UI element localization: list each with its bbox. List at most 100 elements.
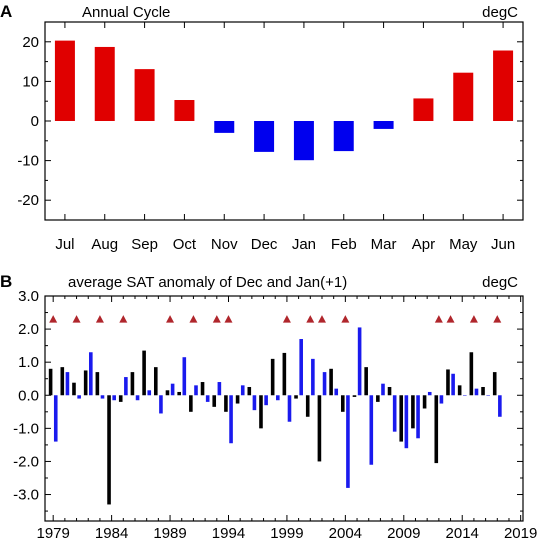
panel-a-title: Annual Cycle xyxy=(82,4,170,21)
triangle-marker-1993 xyxy=(212,315,221,323)
bar-blue-1988 xyxy=(159,395,163,414)
bar-black-1979 xyxy=(48,368,53,396)
bar-black-2015 xyxy=(469,352,474,396)
x-tick-label: Feb xyxy=(331,236,357,253)
y-tick-label: -3.0 xyxy=(13,487,39,504)
x-tick-label: Oct xyxy=(173,236,197,253)
x-tick-label: Sep xyxy=(131,236,158,253)
panel-b-letter: B xyxy=(0,272,12,291)
bar-blue-1991 xyxy=(194,385,198,396)
x-tick-label: 1984 xyxy=(95,525,128,540)
triangle-marker-1989 xyxy=(166,315,175,323)
bar-black-1988 xyxy=(153,367,158,396)
bar-blue-2011 xyxy=(427,391,432,396)
y-tick-label: 20 xyxy=(22,34,39,51)
bar-blue-2012 xyxy=(439,395,444,404)
bar-black-1986 xyxy=(130,372,135,396)
y-tick-label: 2.0 xyxy=(18,321,39,338)
x-tick-label: 2004 xyxy=(329,525,362,540)
x-tick-label: 1994 xyxy=(212,525,245,540)
triangle-marker-2001 xyxy=(306,315,315,323)
bar-black-1980 xyxy=(60,367,65,396)
x-tick-label: 1979 xyxy=(36,525,69,540)
bar-blue-1992 xyxy=(205,395,210,402)
x-tick-label: May xyxy=(449,236,478,253)
bar-blue-2016 xyxy=(486,395,490,396)
y-tick-label: -10 xyxy=(17,153,39,170)
triangle-marker-2017 xyxy=(493,315,502,323)
y-tick-label: 0.0 xyxy=(18,387,39,404)
panel-a-frame xyxy=(44,21,524,221)
bar-blue-2001 xyxy=(311,358,315,396)
bar-blue-1985 xyxy=(124,377,128,396)
x-tick-label: 2019 xyxy=(504,525,537,540)
bar-black-2001 xyxy=(305,395,310,417)
bar-blue-2015 xyxy=(474,388,479,396)
bar-black-1990 xyxy=(177,391,181,396)
bar-blue-2014 xyxy=(462,395,467,396)
bar-black-2007 xyxy=(376,395,380,402)
bar-may xyxy=(453,72,474,121)
bar-black-2011 xyxy=(422,395,427,409)
triangle-marker-1979 xyxy=(49,315,58,323)
bar-aug xyxy=(94,46,115,121)
bar-black-2008 xyxy=(387,386,392,396)
bar-black-2003 xyxy=(329,368,333,396)
bar-black-2017 xyxy=(492,372,497,396)
bar-jun xyxy=(493,50,514,121)
panel-b-title: average SAT anomaly of Dec and Jan(+1) xyxy=(68,274,347,291)
bar-black-1997 xyxy=(259,395,263,429)
x-tick-label: Dec xyxy=(251,236,278,253)
bar-blue-1989 xyxy=(170,383,175,396)
bar-blue-2007 xyxy=(381,383,385,396)
bar-feb xyxy=(333,121,354,152)
bar-sep xyxy=(134,69,155,121)
triangle-marker-2012 xyxy=(434,315,443,323)
x-tick-label: Mar xyxy=(371,236,397,253)
bar-black-2016 xyxy=(481,386,485,396)
bar-blue-1995 xyxy=(240,385,245,396)
panel-b-units: degC xyxy=(482,274,518,291)
bar-blue-2009 xyxy=(404,395,409,449)
bar-black-1987 xyxy=(142,350,146,396)
bar-blue-1982 xyxy=(89,352,93,396)
bar-jan xyxy=(293,121,314,161)
bar-jul xyxy=(54,40,75,121)
bar-black-2006 xyxy=(364,367,368,396)
bar-blue-1990 xyxy=(182,357,187,396)
bar-black-1989 xyxy=(165,390,170,396)
bar-blue-1998 xyxy=(276,395,280,401)
triangle-marker-2015 xyxy=(469,315,478,323)
triangle-marker-1985 xyxy=(119,315,128,323)
bar-blue-1999 xyxy=(287,395,292,422)
panel-a-letter: A xyxy=(0,2,12,21)
bar-black-2005 xyxy=(352,395,357,397)
bar-black-1999 xyxy=(282,352,287,396)
bar-black-1985 xyxy=(118,395,123,402)
bar-blue-1986 xyxy=(135,395,140,401)
bar-black-1994 xyxy=(224,395,228,412)
bar-black-1984 xyxy=(107,395,111,505)
bar-mar xyxy=(373,121,394,129)
bar-black-1983 xyxy=(95,372,100,396)
panel-a-bars xyxy=(54,40,514,161)
panel-a-y-axis: 20 10 0 -10 -20 xyxy=(17,21,523,221)
bar-black-2009 xyxy=(399,395,404,442)
triangle-marker-1983 xyxy=(95,315,104,323)
triangle-marker-2002 xyxy=(317,315,326,323)
bar-blue-1983 xyxy=(100,395,105,399)
bar-blue-2010 xyxy=(416,395,420,439)
bar-blue-1981 xyxy=(77,395,81,399)
bar-blue-2004 xyxy=(346,395,350,488)
panel-b-markers xyxy=(49,315,502,323)
panel-a-units: degC xyxy=(482,4,518,21)
triangle-marker-1991 xyxy=(189,315,198,323)
bar-black-2013 xyxy=(446,369,450,396)
y-tick-label: -1.0 xyxy=(13,420,39,437)
bar-black-1992 xyxy=(200,382,205,396)
x-tick-label: 1999 xyxy=(270,525,303,540)
panel-a-x-axis: Jul Aug Sep Oct Nov Dec Jan Feb Mar Apr May Jun xyxy=(55,22,515,253)
bar-black-2014 xyxy=(457,385,462,396)
bar-blue-2002 xyxy=(322,372,327,396)
